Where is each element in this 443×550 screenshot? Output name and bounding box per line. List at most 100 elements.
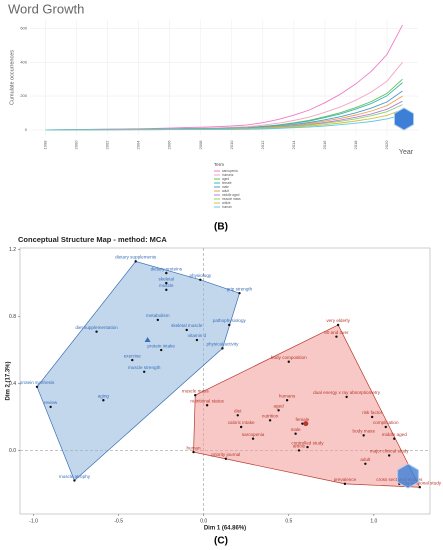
- y-axis-label: Cumulate occurrences: [9, 50, 15, 105]
- x-tick-label: 1998: [43, 140, 48, 150]
- point: [370, 415, 374, 419]
- x-tick-label: 2002: [105, 140, 110, 150]
- cluster-hull: [193, 324, 421, 488]
- point: [102, 399, 105, 402]
- point-label: humans: [279, 393, 296, 398]
- point-label: adult: [360, 457, 371, 462]
- point-label: metabolism: [146, 313, 170, 318]
- y-tick-label: 0.0: [9, 448, 16, 454]
- chart-title: Word Growth: [8, 1, 84, 16]
- point-label: muscle mass: [182, 388, 210, 393]
- point: [192, 450, 195, 454]
- point-label: diet: [234, 409, 242, 414]
- point: [142, 370, 146, 373]
- point: [418, 486, 421, 489]
- point: [131, 358, 134, 362]
- point-label: review: [44, 400, 58, 405]
- point: [238, 291, 241, 295]
- x-axis-label: Dim 1 (64.86%): [204, 526, 246, 532]
- point: [73, 479, 76, 482]
- point: [364, 462, 367, 466]
- legend-label: aged: [222, 177, 229, 181]
- legend-label: adult: [222, 189, 229, 193]
- point-label: nutritional status: [190, 398, 224, 403]
- point-label: controlled study: [291, 440, 324, 445]
- x-tick-label: 2014: [291, 140, 296, 150]
- legend-label: humans: [222, 173, 234, 177]
- point: [294, 432, 297, 435]
- point-label: vitamin d: [188, 333, 207, 338]
- point: [165, 288, 168, 292]
- point-label: major clinical study: [370, 449, 410, 454]
- cluster-center: [144, 337, 151, 343]
- series-line: [45, 100, 403, 131]
- y-axis-label: Dim 2 (17.3%): [6, 361, 12, 400]
- y-tick-label: 400: [20, 59, 27, 64]
- point-label: human: [187, 445, 201, 450]
- y-tick-label: 0: [25, 127, 28, 132]
- point-label: body mass: [353, 429, 376, 434]
- point-label: article: [293, 444, 306, 449]
- point-label: physical activity: [206, 342, 239, 347]
- point: [165, 281, 168, 285]
- point-label: risk factor: [362, 410, 382, 415]
- x-tick-label: 0.5: [285, 518, 292, 524]
- point: [228, 323, 231, 327]
- point-label: diet supplementation: [75, 325, 118, 330]
- x-tick-label: 2006: [167, 140, 172, 150]
- point-label: cross sectional study: [398, 480, 441, 485]
- point-label: caloric intake: [228, 420, 255, 425]
- point: [387, 454, 391, 457]
- series-line: [45, 82, 403, 131]
- point-label: muscle strength: [128, 365, 161, 370]
- point: [199, 278, 202, 281]
- x-tick-label: 2010: [229, 140, 234, 150]
- point: [277, 409, 280, 412]
- x-tick-label: 2012: [260, 140, 265, 150]
- point: [393, 437, 396, 440]
- y-tick-label: 0.4: [9, 381, 16, 387]
- point-label: muscle: [159, 283, 174, 288]
- point-label: body composition: [271, 355, 307, 360]
- point-label: dietary supplements: [115, 255, 157, 260]
- x-tick-label: 2016: [322, 140, 327, 150]
- point: [287, 360, 290, 363]
- x-tick-label: 2018: [353, 140, 358, 150]
- x-tick-label: -1.0: [29, 518, 38, 524]
- point: [239, 425, 243, 429]
- point-label: middle aged: [382, 432, 407, 437]
- logo: [394, 107, 414, 131]
- x-tick-label: 1.0: [370, 518, 377, 524]
- chart-title: Conceptual Structure Map - method: MCA: [18, 235, 167, 244]
- point-label: 80 and over: [324, 330, 349, 335]
- point: [384, 425, 387, 429]
- point: [95, 330, 98, 333]
- y-tick-label: 600: [20, 26, 27, 31]
- point-label: protein synthesis: [20, 380, 55, 385]
- point: [251, 437, 255, 440]
- point: [165, 271, 168, 275]
- point: [49, 405, 52, 409]
- y-tick-label: 1.2: [9, 247, 16, 253]
- logo: [397, 463, 419, 489]
- point: [345, 395, 348, 399]
- point-label: exercise: [124, 353, 142, 358]
- series-line: [45, 114, 403, 131]
- legend-label: sarcopenia: [222, 169, 238, 173]
- x-tick-label: 0.0: [200, 518, 207, 524]
- point-label: prevalence: [334, 477, 357, 482]
- point-label: muscle atrophy: [59, 474, 91, 479]
- panel-label: (B): [214, 222, 228, 233]
- legend-label: male: [222, 185, 229, 189]
- panel-label: (C): [214, 536, 228, 547]
- point: [195, 338, 199, 342]
- point: [268, 419, 272, 422]
- point: [194, 394, 197, 397]
- point-label: dual energy x ray absorptiometry: [313, 390, 381, 395]
- point-label: dietary proteins: [151, 266, 183, 271]
- y-tick-label: 200: [20, 93, 27, 98]
- point: [336, 323, 340, 327]
- point-label: grip strength: [227, 286, 253, 291]
- cluster-center: [303, 421, 309, 427]
